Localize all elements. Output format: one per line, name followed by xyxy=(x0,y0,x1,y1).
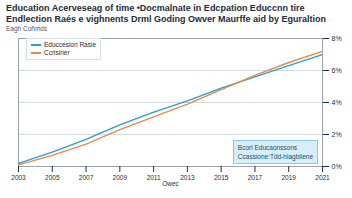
svg-text:2013: 2013 xyxy=(180,174,195,181)
svg-text:2007: 2007 xyxy=(79,174,94,181)
svg-text:0%: 0% xyxy=(332,163,342,170)
svg-text:2003: 2003 xyxy=(11,174,26,181)
svg-text:2%: 2% xyxy=(332,131,342,138)
svg-text:Owec: Owec xyxy=(162,180,179,187)
html-text:Ccassione:Tdd-hlagbliene: Ccassione:Tdd-hlagbliene xyxy=(237,153,313,160)
svg-text:2009: 2009 xyxy=(113,174,128,181)
html-text:Education Acerveseag of time •: Education Acerveseag of time •Docmalnate… xyxy=(6,3,305,13)
html-text:Ccrisiner: Ccrisiner xyxy=(44,49,70,56)
svg-text:2021: 2021 xyxy=(315,174,330,181)
html-text:Endlection Raés e vighnents Dr: Endlection Raés e vighnents Drml Goding … xyxy=(6,13,327,24)
svg-text:8%: 8% xyxy=(332,35,342,42)
svg-text:4%: 4% xyxy=(332,99,342,106)
svg-text:2017: 2017 xyxy=(248,174,263,181)
svg-text:2019: 2019 xyxy=(281,174,296,181)
svg-text:2005: 2005 xyxy=(45,174,60,181)
html-text:Bcorl Educaonssons: Bcorl Educaonssons xyxy=(237,144,298,151)
html-text:Eagh Coñmds: Eagh Coñmds xyxy=(6,25,48,32)
svg-text:2015: 2015 xyxy=(214,174,229,181)
svg-text:2011: 2011 xyxy=(147,174,161,181)
svg-text:6%: 6% xyxy=(332,67,342,74)
html-text:Educcesion Rasie: Educcesion Rasie xyxy=(44,41,96,48)
